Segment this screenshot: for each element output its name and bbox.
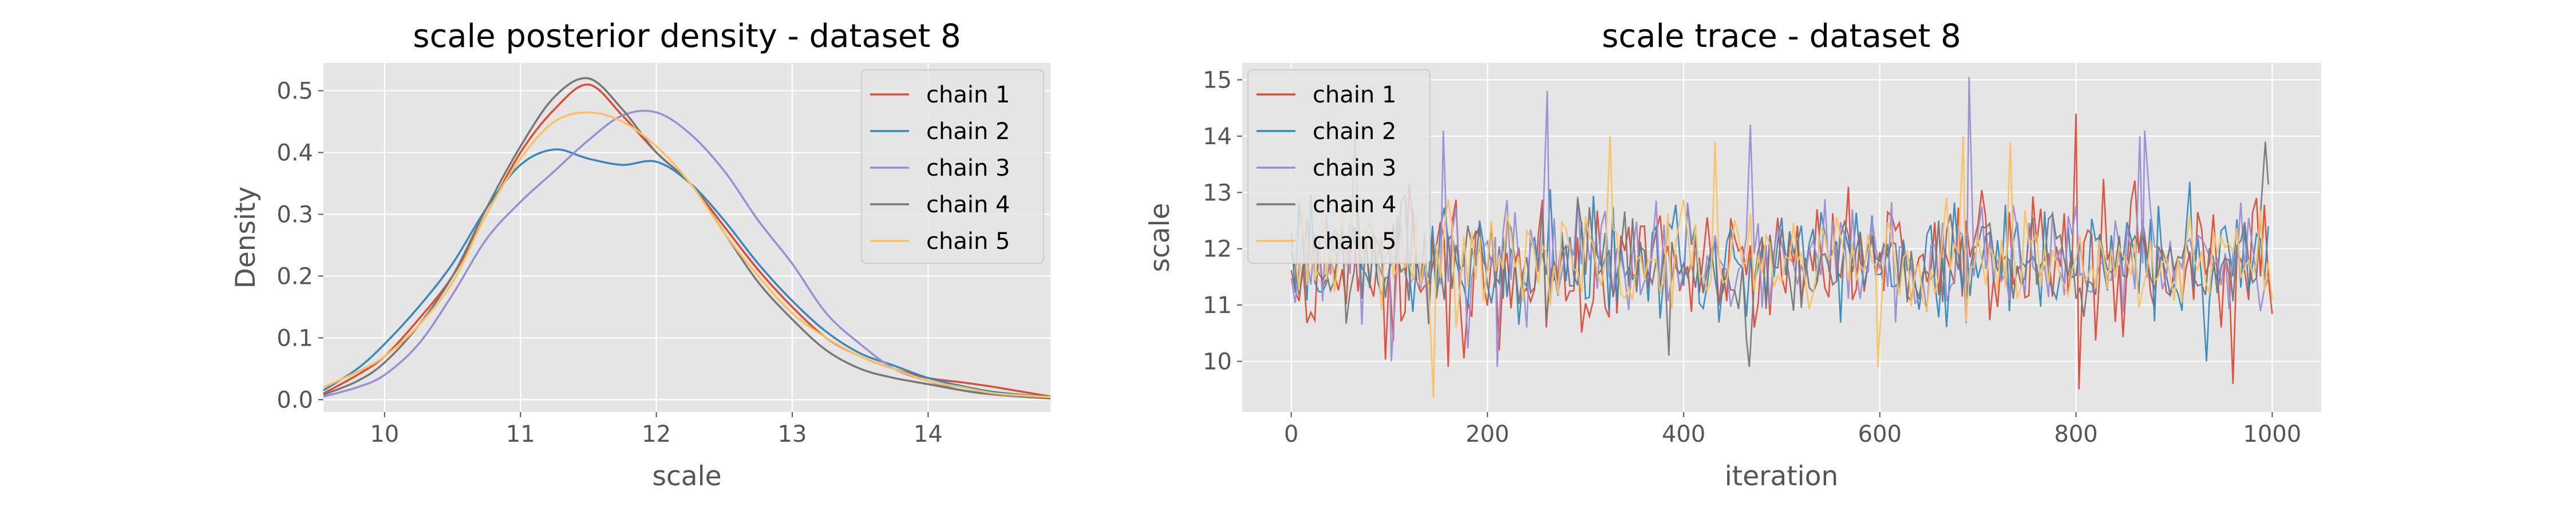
trace-y-tick-label: 13 [1203, 180, 1232, 206]
trace-x-tick-label: 400 [1662, 421, 1705, 447]
density-legend-label: chain 3 [926, 155, 1010, 181]
trace-x-tick-label: 1000 [2243, 421, 2301, 447]
density-y-tick-label: 0.5 [276, 78, 313, 105]
density-x-axis-label: scale [652, 461, 721, 492]
trace-legend: chain 1 chain 2 chain 3 chain 4 chain 5 [1247, 69, 1431, 264]
trace-panel: 0 200 400 600 800 1000 10 11 12 13 14 15 scale tra… [1144, 18, 2321, 492]
trace-y-tick-label: 15 [1203, 68, 1232, 94]
density-legend-box [861, 69, 1044, 264]
density-panel: 10 11 12 13 14 0.0 0.1 0.2 0.3 0.4 0.5 scale post… [230, 18, 1051, 492]
density-y-axis-label: Density [230, 187, 262, 289]
density-x-tick-label: 10 [370, 421, 399, 447]
density-y-tick-label: 0.4 [276, 140, 313, 167]
density-y-tick-label: 0.0 [276, 387, 313, 413]
density-x-tick-label: 13 [778, 421, 807, 447]
trace-lines [1290, 77, 2273, 398]
density-x-ticks: 10 11 12 13 14 [370, 412, 943, 447]
trace-legend-label: chain 5 [1313, 228, 1396, 255]
trace-x-tick-label: 800 [2054, 421, 2097, 447]
trace-x-ticks: 0 200 400 600 800 1000 [1284, 412, 2301, 447]
density-x-tick-label: 14 [914, 421, 943, 447]
trace-y-ticks: 10 11 12 13 14 15 [1203, 68, 1242, 375]
trace-legend-items: chain 1 chain 2 chain 3 chain 4 chain 5 [1257, 82, 1396, 255]
trace-y-tick-label: 10 [1203, 348, 1232, 375]
density-y-tick-label: 0.1 [276, 325, 313, 351]
trace-legend-box [1247, 69, 1431, 264]
density-title: scale posterior density - dataset 8 [413, 18, 961, 55]
density-legend: chain 1 chain 2 chain 3 chain 4 chain 5 [861, 69, 1044, 264]
trace-series-chain-2 [1290, 181, 2269, 362]
density-legend-label: chain 2 [926, 118, 1010, 145]
density-series-chain-5 [323, 111, 1051, 398]
density-y-tick-label: 0.3 [276, 202, 313, 228]
trace-legend-label: chain 3 [1313, 155, 1396, 181]
trace-y-tick-label: 12 [1203, 236, 1232, 263]
density-series-chain-4 [323, 77, 1051, 399]
density-x-tick-label: 11 [506, 421, 535, 447]
density-x-tick-label: 12 [642, 421, 671, 447]
density-legend-items: chain 1 chain 2 chain 3 chain 4 chain 5 [870, 82, 1010, 255]
trace-x-tick-label: 200 [1465, 421, 1509, 447]
trace-x-axis-label: iteration [1725, 461, 1839, 492]
trace-series-chain-5 [1290, 136, 2273, 398]
trace-x-tick-label: 600 [1858, 421, 1902, 447]
trace-legend-label: chain 1 [1313, 82, 1396, 108]
density-lines [323, 77, 1051, 399]
trace-y-tick-label: 14 [1203, 124, 1232, 150]
trace-series-chain-1 [1290, 113, 2273, 390]
density-legend-label: chain 4 [926, 192, 1010, 218]
trace-legend-label: chain 4 [1313, 192, 1396, 218]
trace-title: scale trace - dataset 8 [1602, 18, 1961, 55]
density-legend-label: chain 5 [926, 228, 1010, 255]
density-y-ticks: 0.0 0.1 0.2 0.3 0.4 0.5 [276, 78, 323, 413]
trace-y-tick-label: 11 [1203, 292, 1232, 319]
trace-legend-label: chain 2 [1313, 118, 1396, 145]
trace-y-axis-label: scale [1144, 203, 1176, 272]
density-legend-label: chain 1 [926, 82, 1010, 108]
density-y-tick-label: 0.2 [276, 263, 313, 290]
trace-x-tick-label: 0 [1284, 421, 1298, 447]
density-series-chain-2 [323, 148, 1051, 398]
